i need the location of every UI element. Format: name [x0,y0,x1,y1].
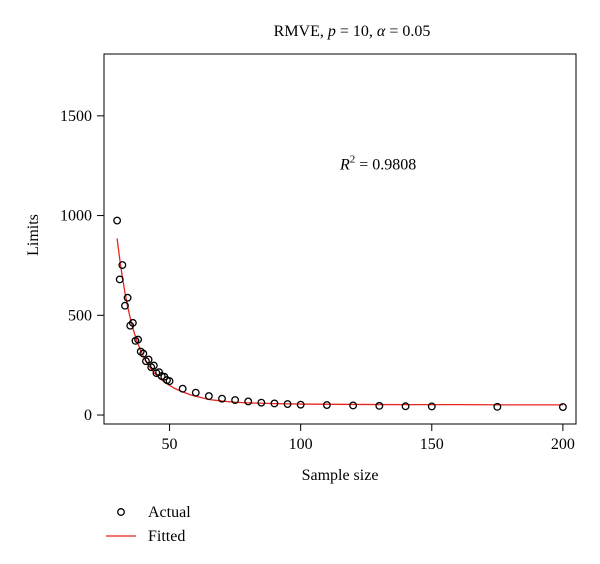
data-point [283,400,292,408]
data-point [128,318,137,327]
y-tick-label: 1500 [60,108,92,125]
y-tick-label: 1000 [60,208,92,225]
data-point [134,335,143,344]
fitted-line [116,238,563,406]
annotation-text: = 0.9808 [355,157,416,174]
y-tick-label: 0 [84,407,92,424]
r-squared-annotation: R2 = 0.9808 [339,154,416,174]
data-point [191,388,200,397]
data-point [244,397,253,406]
data-point [558,403,567,411]
y-axis-label: Limits [25,214,42,256]
data-point [178,384,187,393]
x-tick-label: 200 [551,436,575,453]
data-point [427,402,436,411]
data-point [204,392,213,401]
title-p-value: = 10, [336,23,377,40]
chart-title: RMVE, p = 10, α = 0.05 [274,23,431,40]
data-point [349,401,358,410]
plot-area [103,53,577,425]
data-point [115,275,124,284]
x-tick-label: 150 [420,436,444,453]
data-point [218,394,226,403]
data-point [123,293,132,302]
data-point [149,361,158,370]
data-point [121,301,129,310]
fitted-series [116,238,563,406]
y-tick-label: 500 [68,307,92,324]
data-point [139,349,148,358]
title-alpha-value: = 0.05 [385,23,430,40]
legend-actual-marker [117,508,125,516]
y-axis-ticks: 0 500 1000 1500 [60,108,104,424]
title-method: RMVE, [274,23,328,40]
title-alpha-symbol: α [377,23,386,40]
data-point [401,402,410,411]
annotation-superscript: 2 [350,154,356,166]
title-p-symbol: p [327,23,336,40]
actual-series [113,216,567,411]
x-axis-ticks: 50 100 150 200 [162,424,575,453]
data-point [118,261,127,269]
legend-fitted-label: Fitted [148,528,185,545]
data-point [144,355,153,364]
x-tick-label: 100 [289,436,313,453]
data-point [375,401,384,410]
legend-actual-label: Actual [148,504,191,521]
data-point [493,402,502,411]
data-point [113,216,122,225]
data-point [231,396,240,405]
legend: Actual Fitted [106,504,191,545]
data-point [296,400,305,409]
data-point [257,398,266,407]
x-tick-label: 50 [162,436,178,453]
annotation-symbol: R [339,157,350,174]
data-point [322,401,331,409]
x-axis-label: Sample size [302,467,379,484]
data-point [270,399,279,408]
data-point [165,377,174,386]
